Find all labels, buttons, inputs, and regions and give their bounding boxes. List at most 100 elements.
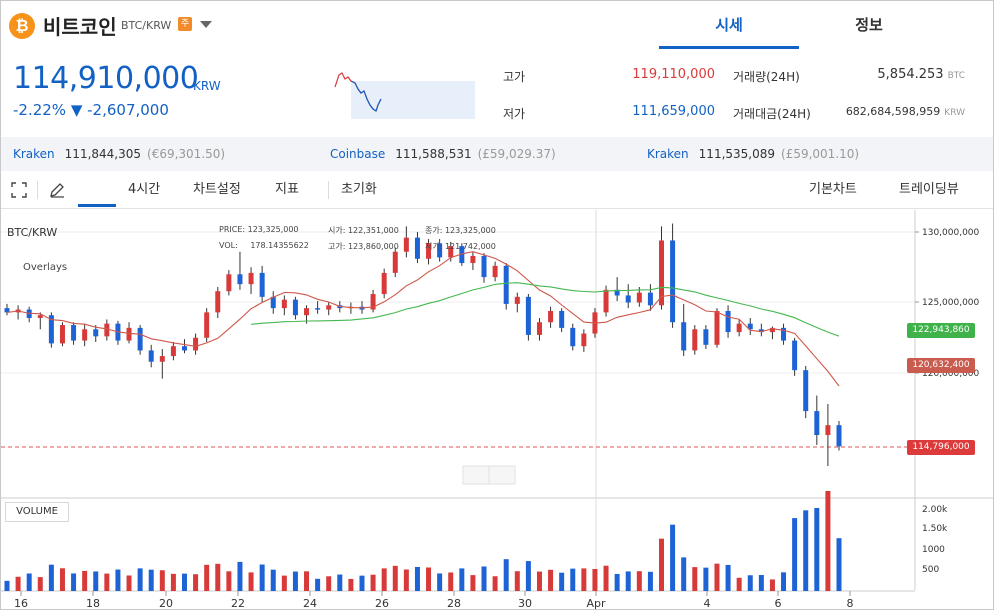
candle-body: [781, 327, 787, 341]
exchange-item[interactable]: Kraken 111,535,089 (£59,001.10): [647, 147, 860, 161]
exchange-item[interactable]: Kraken 111,844,305 (€69,301.50): [13, 147, 226, 161]
candle-body: [437, 243, 443, 258]
volume-bar: [337, 574, 343, 591]
volume-bar: [769, 579, 775, 591]
volume-bar: [348, 578, 354, 591]
volume-bar: [204, 564, 210, 591]
overlays-label[interactable]: Overlays: [23, 262, 68, 273]
candle-body: [681, 322, 687, 351]
candle-body: [514, 296, 520, 304]
current-price-tag: 114,796,000: [907, 440, 975, 455]
volume-bar: [426, 567, 432, 591]
volume-bar: [614, 573, 620, 591]
tab-info[interactable]: 정보: [855, 16, 883, 34]
volume-bar: [647, 571, 653, 591]
candle-body: [736, 323, 742, 333]
volume-bar: [237, 561, 243, 591]
volume-bar: [26, 573, 32, 591]
candle-body: [215, 291, 221, 313]
volume-bar: [470, 575, 476, 591]
active-tool-indicator: [78, 204, 116, 207]
candle-body: [714, 310, 720, 345]
volume-tick-label: 2.00k: [922, 505, 948, 515]
candle-body: [126, 327, 132, 341]
ma-short-line: [6, 251, 840, 387]
candle-body: [426, 243, 432, 259]
candlestick-chart[interactable]: 130,000,000 125,000,000 120,000,000 2.00…: [1, 210, 994, 610]
x-tick-label: 18: [86, 597, 100, 610]
candle-body: [659, 240, 665, 306]
volume-bar: [215, 563, 221, 591]
current-price: 114,910,000: [13, 61, 199, 96]
exchange-item[interactable]: Coinbase 111,588,531 (£59,029.37): [330, 147, 556, 161]
ohlc-price: PRICE: 123,325,000: [219, 225, 299, 234]
volume-bar: [714, 563, 720, 591]
toolbar-divider: [37, 181, 38, 199]
ohlc-close: 종가: 123,325,000: [425, 226, 496, 235]
volume-bar: [181, 573, 187, 591]
volume-bar: [292, 571, 298, 591]
volume-bar: [559, 572, 565, 591]
candle-body: [414, 237, 420, 259]
volume-bar: [359, 575, 365, 591]
indicators-button[interactable]: 지표: [275, 182, 299, 197]
candle-body: [647, 292, 653, 306]
volume-bar: [403, 569, 409, 591]
candle-body: [292, 299, 298, 316]
tab-quote[interactable]: 시세: [659, 1, 799, 49]
amount-24h-label: 거래대금(24H): [733, 107, 811, 121]
market-pair[interactable]: BTC/KRW: [121, 19, 172, 32]
candle-body: [315, 308, 321, 310]
x-tick-label: Apr: [586, 597, 606, 610]
candle-body: [692, 329, 698, 351]
candle-body: [825, 425, 831, 436]
candle-body: [803, 370, 809, 412]
candle-body: [71, 325, 77, 341]
volume-24h-label: 거래량(24H): [733, 70, 800, 84]
candles-group: [4, 223, 842, 467]
price-chart-area[interactable]: 130,000,000 125,000,000 120,000,000 2.00…: [1, 210, 994, 610]
candle-body: [48, 315, 54, 344]
candle-body: [270, 296, 276, 309]
candle-body: [59, 325, 65, 344]
volume-bar: [792, 518, 798, 591]
fullscreen-icon[interactable]: [11, 182, 27, 198]
candle-body: [448, 246, 454, 258]
chart-settings-button[interactable]: 차트설정: [193, 182, 241, 197]
ohlc-high: 고가: 123,860,000: [328, 242, 399, 251]
volume-bar: [248, 572, 254, 591]
candle-body: [104, 323, 110, 337]
volume-bar: [747, 575, 753, 591]
basic-chart-button[interactable]: 기본차트: [809, 182, 857, 197]
candle-body: [536, 322, 542, 335]
volume-bar: [814, 507, 820, 591]
volume-bar: [4, 580, 10, 591]
candle-body: [4, 308, 10, 313]
reset-button[interactable]: 초기화: [341, 182, 377, 197]
x-tick-label: 4: [704, 597, 711, 610]
volume-bar: [703, 567, 709, 591]
candle-body: [836, 425, 842, 447]
pair-badge: 주: [178, 17, 192, 31]
volume-bar: [492, 576, 498, 591]
volume-bar: [259, 564, 265, 591]
volume-bar: [603, 565, 609, 591]
low-label: 저가: [503, 107, 526, 121]
chevron-down-icon[interactable]: [200, 21, 212, 28]
pencil-icon[interactable]: [48, 181, 66, 199]
volume-bar: [115, 569, 121, 591]
chart-toolbar: 4시간 차트설정 지표 초기화 기본차트 트레이딩뷰: [1, 171, 993, 209]
tradingview-button[interactable]: 트레이딩뷰: [899, 182, 959, 197]
ohlc-low: 저가: 121,742,000: [425, 242, 496, 251]
coin-header: ₿ 비트코인 BTC/KRW 주 시세 정보: [1, 1, 993, 49]
volume-bar: [636, 571, 642, 591]
price-tick-label: 120,000,000: [922, 369, 980, 379]
candle-body: [747, 323, 753, 330]
candle-body: [548, 310, 554, 323]
x-tick-label: 6: [775, 597, 782, 610]
candle-body: [304, 308, 310, 316]
volume-pane-label[interactable]: VOLUME: [5, 502, 69, 522]
candle-body: [636, 292, 642, 303]
volume-bar: [836, 538, 842, 591]
interval-button[interactable]: 4시간: [128, 182, 161, 197]
